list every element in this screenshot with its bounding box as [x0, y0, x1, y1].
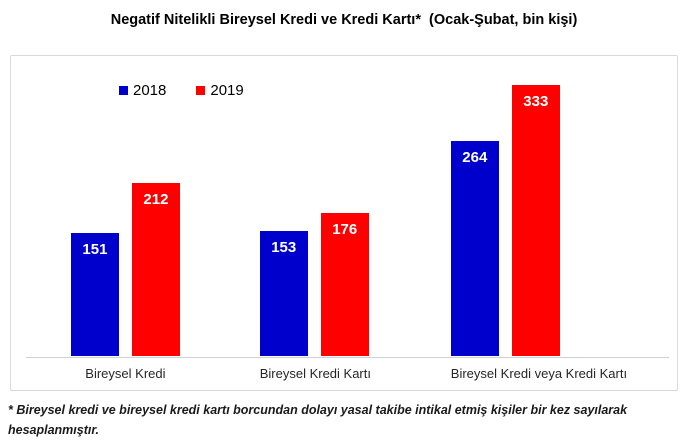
- bar-group-1: 151 212 Bireysel Kredi: [70, 57, 180, 390]
- bar-2019-1: 212: [131, 183, 180, 357]
- legend-label: 2019: [210, 82, 244, 99]
- legend-item-2018: 2018: [119, 82, 166, 99]
- bar-pair: 264 333: [450, 57, 627, 357]
- category-label: Bireysel Kredi veya Kredi Kartı: [450, 366, 628, 382]
- bar-value-label: 153: [271, 239, 297, 257]
- bar-2018-3: 264: [450, 141, 499, 357]
- bar-value-label: 264: [462, 149, 488, 167]
- legend-item-2019: 2019: [196, 82, 244, 99]
- legend: 2018 2019: [119, 82, 244, 99]
- legend-swatch-2018: [119, 86, 128, 95]
- x-axis-line: [26, 357, 669, 358]
- legend-label: 2018: [133, 82, 167, 99]
- footnote: * Bireysel kredi ve bireysel kredi kartı…: [8, 403, 628, 437]
- bar-pair: 151 212: [70, 57, 180, 357]
- bar-group-2: 153 176 Bireysel Kredi Kartı: [259, 57, 371, 390]
- bar-2019-2: 176: [320, 213, 369, 357]
- bar-value-label: 151: [82, 241, 108, 259]
- bar-group-3: 264 333 Bireysel Kredi veya Kredi Kartı: [450, 57, 628, 390]
- bar-2018-2: 153: [259, 231, 308, 357]
- category-label: Bireysel Kredi: [85, 366, 166, 382]
- bar-2018-1: 151: [70, 233, 119, 357]
- category-label: Bireysel Kredi Kartı: [259, 366, 371, 382]
- bar-pair: 153 176: [259, 57, 371, 357]
- plot-area: 151 212 Bireysel Kredi 153 176 Bireysel Kredi…: [31, 57, 667, 390]
- bar-value-label: 176: [332, 221, 358, 239]
- chart-title: Negatif Nitelikli Bireysel Kredi ve Kred…: [110, 12, 578, 28]
- legend-swatch-2019: [196, 86, 206, 95]
- bar-value-label: 212: [143, 191, 169, 209]
- bar-2019-3: 333: [511, 85, 560, 357]
- bar-value-label: 333: [523, 93, 549, 111]
- chart-container: 2018 2019 151 212 Bireysel Kredi 153 176 Birey…: [10, 55, 678, 391]
